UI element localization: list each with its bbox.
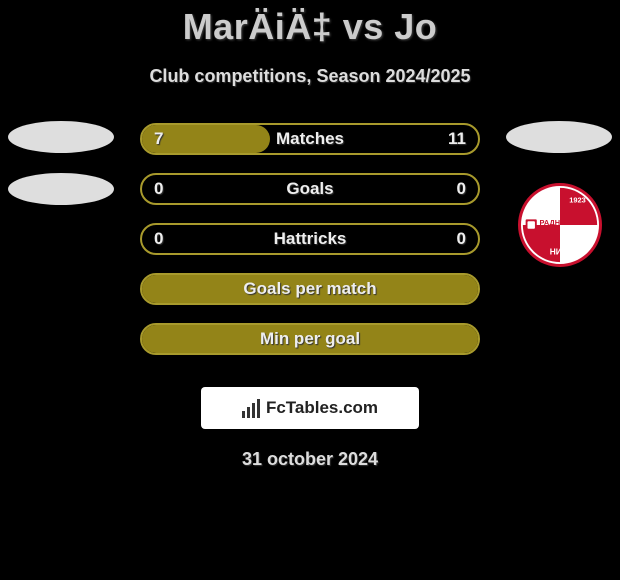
subtitle: Club competitions, Season 2024/2025 bbox=[0, 66, 620, 87]
stat-row: 7 Matches 11 bbox=[0, 123, 620, 173]
stat-bar: 7 Matches 11 bbox=[140, 123, 480, 155]
stat-bar: 0 Hattricks 0 bbox=[140, 223, 480, 255]
stat-row: Goals per match bbox=[0, 273, 620, 323]
bars-container: 7 Matches 11 0 Goals 0 0 Hattricks 0 Goals per ma… bbox=[0, 123, 620, 373]
date-text: 31 october 2024 bbox=[0, 449, 620, 470]
stats-area: 1923 РАДНИЧКИ НИШ 7Matches110Goals00Hatt… bbox=[0, 123, 620, 373]
logo-content: FcTables.com bbox=[242, 398, 378, 418]
stat-left-value: 0 bbox=[154, 179, 163, 199]
stat-label: Hattricks bbox=[274, 229, 347, 249]
fctables-logo: FcTables.com bbox=[201, 387, 419, 429]
stat-left-value: 7 bbox=[154, 129, 163, 149]
stat-right-value: 11 bbox=[448, 129, 466, 149]
stat-left-value: 0 bbox=[154, 229, 163, 249]
stat-right-value: 0 bbox=[457, 179, 466, 199]
logo-text: FcTables.com bbox=[266, 398, 378, 418]
stat-label: Goals per match bbox=[243, 279, 376, 299]
stat-row: 0 Hattricks 0 bbox=[0, 223, 620, 273]
stat-label: Goals bbox=[286, 179, 333, 199]
stat-label: Min per goal bbox=[260, 329, 360, 349]
stat-bar: Min per goal bbox=[140, 323, 480, 355]
stat-bar: 0 Goals 0 bbox=[140, 173, 480, 205]
stat-label: Matches bbox=[276, 129, 344, 149]
stat-bar: Goals per match bbox=[140, 273, 480, 305]
stat-right-value: 0 bbox=[457, 229, 466, 249]
stat-row: 0 Goals 0 bbox=[0, 173, 620, 223]
logo-bars-icon bbox=[242, 399, 260, 418]
stat-row: Min per goal bbox=[0, 323, 620, 373]
page-title: MarÄiÄ‡ vs Jo bbox=[0, 0, 620, 48]
